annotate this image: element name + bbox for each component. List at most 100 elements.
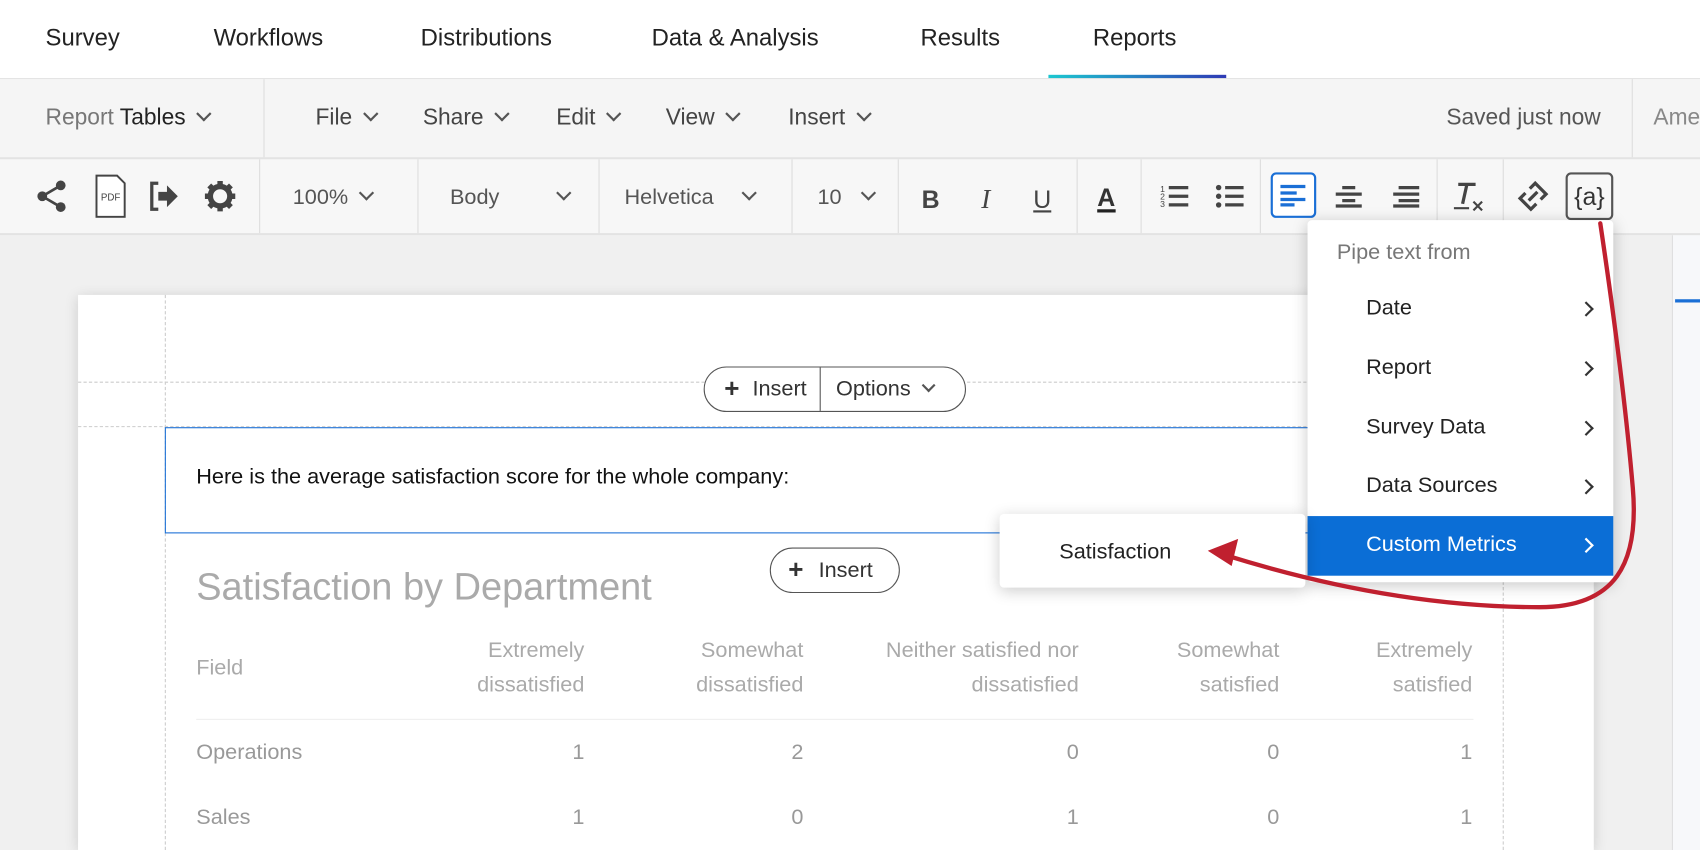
- menu-edit[interactable]: Edit: [556, 105, 622, 131]
- tab-reports[interactable]: Reports: [1092, 23, 1177, 51]
- align-right-icon[interactable]: [1387, 177, 1426, 216]
- save-status: Saved just now: [1446, 105, 1601, 131]
- submenu-item-satisfaction[interactable]: Satisfaction: [1059, 539, 1172, 564]
- italic-button[interactable]: I: [981, 185, 991, 215]
- menu-item-date[interactable]: Date: [1308, 280, 1614, 340]
- margin-guide: [164, 294, 166, 850]
- tab-survey[interactable]: Survey: [45, 23, 120, 51]
- menu-item-label: Date: [1366, 295, 1412, 320]
- table-cell: 0: [1267, 740, 1280, 765]
- active-tab-indicator: [1048, 74, 1227, 79]
- plus-icon: +: [788, 555, 804, 585]
- size-select[interactable]: 10: [817, 185, 877, 210]
- language-selector[interactable]: Ame: [1653, 105, 1700, 131]
- pdf-label: PDF: [101, 193, 121, 204]
- row-label: Operations: [196, 740, 303, 765]
- divider: [259, 159, 261, 234]
- menu-bar: Report Tables File Share Edit View Inser…: [0, 79, 1700, 160]
- bold-button[interactable]: B: [921, 185, 940, 214]
- svg-text:1: 1: [1160, 184, 1165, 194]
- column-header: Field: [196, 655, 244, 680]
- tab-workflows[interactable]: Workflows: [213, 23, 324, 51]
- menu-share[interactable]: Share: [423, 105, 510, 131]
- bullet-list-icon[interactable]: [1211, 177, 1250, 216]
- divider: [417, 159, 419, 234]
- divider: [791, 159, 793, 234]
- annotation-arrowhead: [1207, 538, 1239, 566]
- share-icon[interactable]: [33, 177, 72, 216]
- column-header: Somewhat dissatisfied: [588, 633, 804, 702]
- clear-formatting-icon[interactable]: [1450, 177, 1489, 216]
- menu-item-report[interactable]: Report: [1308, 339, 1614, 399]
- svg-text:2: 2: [1160, 191, 1165, 201]
- menu-view[interactable]: View: [666, 105, 741, 131]
- divider: [1259, 159, 1261, 234]
- table-cell: 1: [1066, 805, 1079, 830]
- column-header: Extremely dissatisfied: [371, 633, 585, 702]
- report-selector[interactable]: Report Tables: [45, 105, 212, 131]
- divider: [819, 367, 821, 411]
- pdf-icon[interactable]: PDF: [91, 174, 130, 218]
- zoom-select[interactable]: 100%: [293, 185, 375, 210]
- insert-button-lower[interactable]: + Insert: [769, 547, 900, 594]
- tab-results[interactable]: Results: [920, 23, 1001, 51]
- report-name: Tables: [119, 105, 186, 131]
- insert-options-control: + Insert Options: [703, 366, 967, 412]
- divider: [1140, 159, 1142, 234]
- table-cell: 0: [1066, 740, 1079, 765]
- menu-item-survey-data[interactable]: Survey Data: [1308, 399, 1614, 459]
- menu-item-label: Data Sources: [1366, 473, 1498, 498]
- report-prefix: Report: [45, 105, 114, 131]
- header-line: dissatisfied: [696, 673, 804, 698]
- menu-item-label: Report: [1366, 355, 1432, 380]
- header-line: satisfied: [1392, 673, 1473, 698]
- size-value: 10: [817, 185, 842, 210]
- menu-file[interactable]: File: [316, 105, 379, 131]
- align-center-icon[interactable]: [1329, 177, 1368, 216]
- menu-insert[interactable]: Insert: [788, 105, 872, 131]
- link-icon[interactable]: [1514, 177, 1553, 216]
- export-icon[interactable]: [145, 177, 184, 216]
- align-left-icon[interactable]: [1270, 172, 1317, 218]
- top-nav: Survey Workflows Distributions Data & An…: [0, 0, 1700, 80]
- options-button[interactable]: Options: [836, 377, 936, 402]
- menu-item-data-sources[interactable]: Data Sources: [1308, 458, 1614, 518]
- tab-distributions[interactable]: Distributions: [420, 23, 552, 51]
- pipe-text-menu: Pipe text from Date Report Survey Data D…: [1307, 220, 1614, 583]
- header-line: Extremely: [1375, 638, 1473, 663]
- divider: [897, 159, 899, 234]
- header-line: Extremely: [487, 638, 585, 663]
- tab-data-analysis[interactable]: Data & Analysis: [651, 23, 819, 51]
- header-line: dissatisfied: [477, 673, 585, 698]
- plus-icon: +: [724, 374, 740, 404]
- row-label: Sales: [196, 805, 251, 830]
- table-cell: 2: [791, 740, 804, 765]
- header-line: Somewhat: [700, 638, 804, 663]
- menu-item-custom-metrics[interactable]: Custom Metrics: [1307, 516, 1614, 576]
- font-select[interactable]: Helvetica: [624, 185, 758, 210]
- custom-metrics-submenu: Satisfaction: [999, 513, 1306, 588]
- piped-text-button[interactable]: {a}: [1565, 172, 1614, 221]
- divider: [1631, 79, 1633, 158]
- text-color-button[interactable]: A: [1097, 183, 1116, 213]
- table-divider: [196, 718, 1474, 720]
- table-cell: 0: [791, 805, 804, 830]
- text-block-content: Here is the average satisfaction score f…: [196, 465, 790, 489]
- column-header: Neither satisfied nor dissatisfied: [815, 633, 1079, 702]
- font-value: Helvetica: [624, 185, 714, 210]
- svg-text:3: 3: [1160, 199, 1165, 209]
- side-panel: [1671, 235, 1700, 850]
- menu-label: Insert: [788, 105, 846, 131]
- header-line: Neither satisfied nor: [885, 638, 1079, 663]
- annotation-arrow-line: [1222, 221, 1636, 610]
- menu-label: Edit: [556, 105, 596, 131]
- header-line: Somewhat: [1176, 638, 1280, 663]
- gear-icon[interactable]: [201, 177, 240, 216]
- insert-button[interactable]: Insert: [752, 376, 807, 401]
- header-line: dissatisfied: [971, 673, 1079, 698]
- underline-button[interactable]: U: [1033, 185, 1052, 214]
- style-select[interactable]: Body: [450, 185, 572, 210]
- table-cell: 0: [1267, 805, 1280, 830]
